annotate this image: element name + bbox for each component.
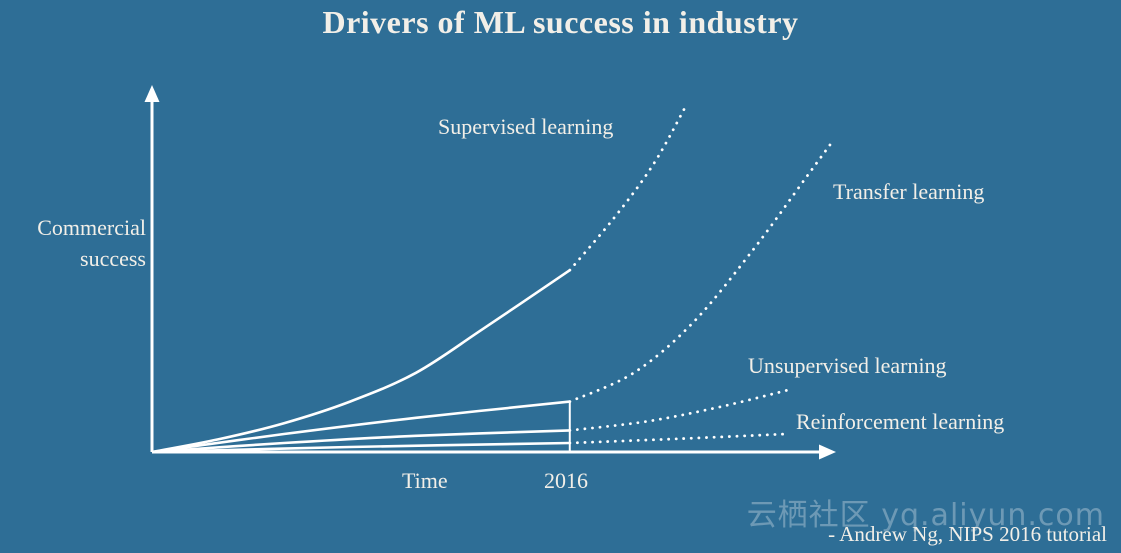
y-axis-label: Commercial success [37,215,146,272]
series-label-unsupervised-learning: Unsupervised learning [748,353,947,378]
x-tick-2016: 2016 [544,468,588,493]
unsupervised-learning-curve-solid [151,429,570,454]
unsupervised-learning-curve-dotted [568,387,794,432]
supervised-learning-curve-dotted [568,103,688,272]
attribution: - Andrew Ng, NIPS 2016 tutorial [828,522,1107,546]
supervised-learning-curve-solid [151,269,571,454]
x-axis-arrow [819,444,836,460]
y-axis-arrow [144,85,160,102]
transfer-learning-curve-solid [151,400,570,454]
reinforcement-learning-curve-dotted [568,432,787,445]
series-label-supervised-learning: Supervised learning [438,114,614,139]
series-label-transfer-learning: Transfer learning [833,179,985,204]
chart-title: Drivers of ML success in industry [322,4,799,40]
reinforcement-learning-curve-solid [151,441,570,454]
watermark: 云栖社区 yq.aliyun.com [746,498,1105,533]
x-axis-label: Time [402,468,448,493]
series-label-reinforcement-learning: Reinforcement learning [796,409,1005,434]
